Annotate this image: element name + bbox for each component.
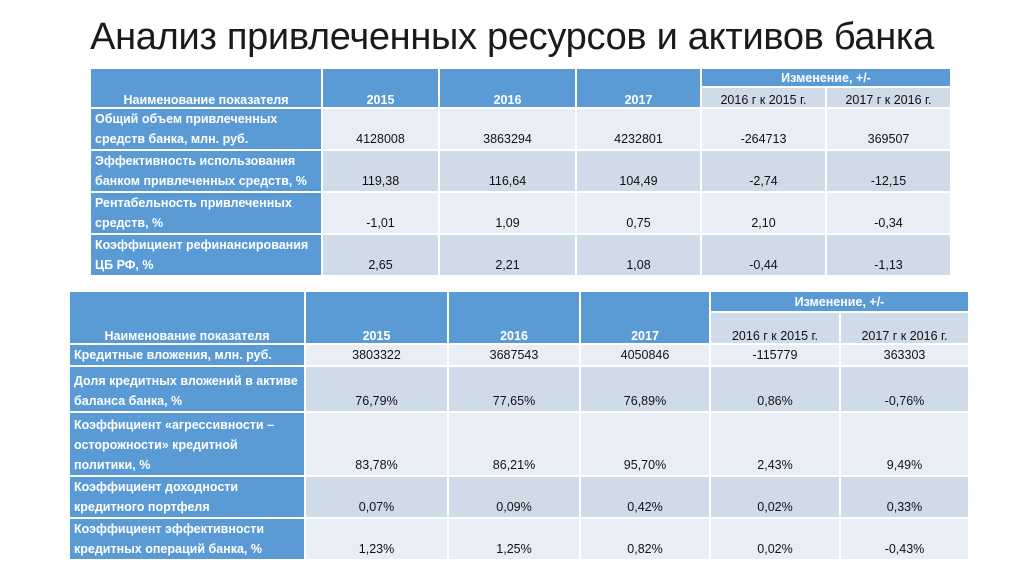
table-row: Коэффициент доходности кредитного портфе… — [68, 475, 970, 519]
change-2017-vs-2016: -1,13 — [825, 233, 952, 277]
header-change: Изменение, +/- — [709, 290, 970, 313]
value-2016: 86,21% — [447, 411, 581, 477]
value-2017: 76,89% — [579, 365, 711, 413]
change-2016-vs-2015: 2,10 — [700, 191, 827, 235]
change-2016-vs-2015: -264713 — [700, 107, 827, 151]
value-2015: 76,79% — [304, 365, 449, 413]
change-2017-vs-2016: 0,33% — [839, 475, 970, 519]
header-indicator-name: Наименование показателя — [68, 290, 306, 345]
header-change: Изменение, +/- — [700, 67, 952, 88]
header-2016: 2016 — [438, 67, 577, 109]
value-2017: 95,70% — [579, 411, 711, 477]
row-label: Кредитные вложения, млн. руб. — [68, 343, 306, 367]
value-2015: 0,07% — [304, 475, 449, 519]
table-row: Коэффициент «агрессивности – осторожност… — [68, 411, 970, 477]
row-label: Эффективность использования банком привл… — [89, 149, 323, 193]
value-2016: 116,64 — [438, 149, 577, 193]
value-2015: 2,65 — [321, 233, 440, 277]
value-2016: 77,65% — [447, 365, 581, 413]
value-2016: 3687543 — [447, 343, 581, 367]
change-2017-vs-2016: -0,76% — [839, 365, 970, 413]
value-2016: 3863294 — [438, 107, 577, 151]
value-2016: 1,25% — [447, 517, 581, 561]
value-2015: 1,23% — [304, 517, 449, 561]
value-2016: 0,09% — [447, 475, 581, 519]
value-2016: 1,09 — [438, 191, 577, 235]
change-2016-vs-2015: 0,02% — [709, 475, 841, 519]
value-2017: 0,75 — [575, 191, 702, 235]
value-2017: 4050846 — [579, 343, 711, 367]
row-label: Общий объем привлеченных средств банка, … — [89, 107, 323, 151]
row-label: Коэффициент эффективности кредитных опер… — [68, 517, 306, 561]
value-2017: 0,42% — [579, 475, 711, 519]
change-2017-vs-2016: 363303 — [839, 343, 970, 367]
value-2016: 2,21 — [438, 233, 577, 277]
attracted-resources-table: Наименование показателя 2015 2016 2017 И… — [89, 67, 952, 277]
row-label: Доля кредитных вложений в активе баланса… — [68, 365, 306, 413]
value-2015: 3803322 — [304, 343, 449, 367]
header-2017: 2017 — [579, 290, 711, 345]
change-2017-vs-2016: 9,49% — [839, 411, 970, 477]
header-change-2017-vs-2016: 2017 г к 2016 г. — [825, 86, 952, 109]
value-2015: 83,78% — [304, 411, 449, 477]
change-2016-vs-2015: -0,44 — [700, 233, 827, 277]
table-row: Эффективность использования банком привл… — [89, 149, 952, 193]
header-change-2016-vs-2015: 2016 г к 2015 г. — [700, 86, 827, 109]
table-row: Общий объем привлеченных средств банка, … — [89, 107, 952, 151]
change-2016-vs-2015: 0,02% — [709, 517, 841, 561]
header-2016: 2016 — [447, 290, 581, 345]
value-2015: 4128008 — [321, 107, 440, 151]
change-2017-vs-2016: -12,15 — [825, 149, 952, 193]
value-2017: 1,08 — [575, 233, 702, 277]
change-2016-vs-2015: -115779 — [709, 343, 841, 367]
value-2017: 0,82% — [579, 517, 711, 561]
header-indicator-name: Наименование показателя — [89, 67, 323, 109]
value-2015: -1,01 — [321, 191, 440, 235]
table-row: Коэффициент рефинансирования ЦБ РФ, % 2,… — [89, 233, 952, 277]
table-row: Рентабельность привлеченных средств, % -… — [89, 191, 952, 235]
row-label: Коэффициент доходности кредитного портфе… — [68, 475, 306, 519]
row-label: Коэффициент «агрессивности – осторожност… — [68, 411, 306, 477]
value-2017: 4232801 — [575, 107, 702, 151]
slide-title: Анализ привлеченных ресурсов и активов б… — [90, 16, 934, 58]
change-2017-vs-2016: -0,34 — [825, 191, 952, 235]
table-row: Доля кредитных вложений в активе баланса… — [68, 365, 970, 413]
table-row: Кредитные вложения, млн. руб. 3803322 36… — [68, 343, 970, 367]
header-2015: 2015 — [321, 67, 440, 109]
credit-assets-table: Наименование показателя 2015 2016 2017 И… — [68, 290, 970, 561]
table-row: Коэффициент эффективности кредитных опер… — [68, 517, 970, 561]
row-label: Рентабельность привлеченных средств, % — [89, 191, 323, 235]
change-2016-vs-2015: 0,86% — [709, 365, 841, 413]
header-change-2017-vs-2016: 2017 г к 2016 г. — [839, 311, 970, 345]
value-2015: 119,38 — [321, 149, 440, 193]
header-2017: 2017 — [575, 67, 702, 109]
row-label: Коэффициент рефинансирования ЦБ РФ, % — [89, 233, 323, 277]
change-2016-vs-2015: -2,74 — [700, 149, 827, 193]
header-change-2016-vs-2015: 2016 г к 2015 г. — [709, 311, 841, 345]
change-2017-vs-2016: -0,43% — [839, 517, 970, 561]
header-2015: 2015 — [304, 290, 449, 345]
change-2017-vs-2016: 369507 — [825, 107, 952, 151]
change-2016-vs-2015: 2,43% — [709, 411, 841, 477]
value-2017: 104,49 — [575, 149, 702, 193]
